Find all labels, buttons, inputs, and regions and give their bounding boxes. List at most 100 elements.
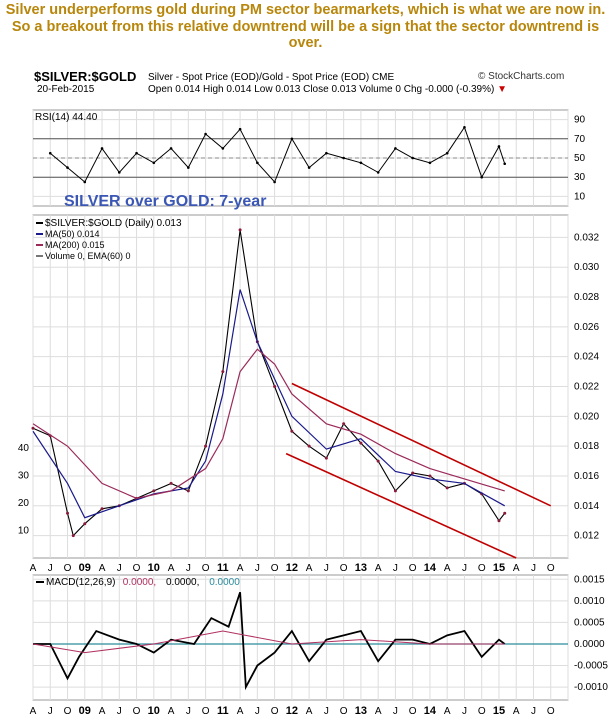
x-tick-label: A	[513, 706, 520, 717]
x-tick-label: A	[168, 706, 175, 717]
x-tick-label: A	[237, 563, 244, 574]
rsi-legend: RSI(14) 44.40	[35, 112, 98, 123]
x-tick-label: A	[444, 563, 451, 574]
channel-upper-line	[291, 382, 552, 507]
price-legend-entry: Volume 0, EMA(60) 0	[45, 251, 131, 261]
rsi-point	[66, 166, 69, 169]
stockcharts-brand: © StockCharts.com	[478, 71, 565, 82]
price-point	[66, 511, 70, 515]
price-point	[411, 471, 415, 475]
x-tick-label: O	[202, 706, 210, 717]
rsi-point	[100, 147, 104, 150]
x-tick-label: J	[393, 706, 398, 717]
x-tick-label: O	[202, 563, 210, 574]
x-tick-label: 09	[79, 705, 91, 717]
rsi-point	[503, 162, 507, 166]
x-tick-label: J	[117, 563, 122, 574]
x-tick-label: J	[255, 563, 260, 574]
x-tick-label: 10	[148, 562, 160, 574]
x-tick-label: 09	[79, 562, 91, 574]
x-tick-label: J	[48, 706, 53, 717]
x-tick-label: 12	[286, 562, 298, 574]
x-tick-label: A	[30, 706, 37, 717]
x-tick-label: 11	[217, 562, 229, 574]
macd-y-tick-label: 0.0000	[574, 639, 605, 650]
price-point	[238, 228, 242, 232]
x-tick-label: J	[393, 563, 398, 574]
change-down-icon: ▼	[497, 84, 508, 95]
macd-legend-entry: 0.0000,	[123, 577, 156, 588]
rsi-line	[49, 126, 506, 183]
x-tick-label: O	[478, 706, 486, 717]
price-y-tick-label: 0.014	[574, 501, 599, 512]
quote-line: Open 0.014 High 0.014 Low 0.013 Close 0.…	[148, 84, 507, 95]
x-tick-label: 14	[424, 562, 437, 574]
x-tick-label: J	[255, 706, 260, 717]
x-tick-label: A	[306, 706, 313, 717]
x-tick-label: A	[30, 563, 37, 574]
rsi-point	[169, 147, 173, 150]
rsi-point	[497, 145, 501, 148]
quote-values: Open 0.014 High 0.014 Low 0.013 Close 0.…	[148, 84, 495, 95]
rsi-point	[83, 180, 87, 184]
price-point	[31, 426, 35, 430]
rsi-point	[290, 137, 294, 141]
rsi-y-tick-label: 50	[574, 153, 586, 164]
volume-tick-label: 30	[18, 471, 30, 482]
x-tick-label: O	[547, 563, 555, 574]
rsi-point	[480, 175, 484, 179]
x-tick-label: A	[99, 706, 106, 717]
x-tick-label: O	[64, 706, 72, 717]
x-tick-label: J	[462, 563, 467, 574]
price-point	[503, 511, 507, 515]
x-tick-label: J	[48, 563, 53, 574]
signal-line	[32, 630, 505, 654]
rsi-y-tick-label: 10	[574, 191, 586, 202]
price-line	[32, 229, 506, 537]
price-y-tick-label: 0.032	[574, 232, 599, 243]
x-tick-label: J	[462, 706, 467, 717]
x-tick-label: 15	[493, 705, 505, 717]
x-tick-label: O	[409, 563, 417, 574]
macd-legend-entry: 0.0000	[209, 577, 240, 588]
macd-line	[33, 591, 506, 691]
price-legend-entry: MA(50) 0.014	[45, 229, 100, 239]
price-y-tick-label: 0.026	[574, 322, 599, 333]
price-point	[186, 489, 190, 493]
chart-annotation: SILVER over GOLD: 7-year	[64, 193, 266, 210]
x-tick-label: J	[186, 563, 191, 574]
x-tick-label: 15	[493, 562, 505, 574]
price-point	[376, 459, 380, 463]
x-tick-label: J	[324, 563, 329, 574]
price-point	[273, 385, 277, 388]
macd-legend-entry: 0.0000,	[166, 577, 199, 588]
volume-tick-label: 20	[18, 498, 30, 509]
rsi-point	[463, 125, 466, 129]
x-tick-label: A	[375, 706, 382, 717]
price-legend-entry: $SILVER:$GOLD (Daily) 0.013	[45, 218, 182, 229]
price-point	[152, 489, 156, 493]
x-tick-label: 13	[355, 705, 367, 717]
price-point	[324, 456, 328, 460]
price-point	[169, 481, 173, 485]
x-tick-label: 10	[148, 705, 160, 717]
rsi-point	[359, 161, 363, 165]
rsi-point	[204, 132, 207, 136]
rsi-point	[445, 151, 449, 155]
x-tick-label: J	[324, 706, 329, 717]
price-point	[342, 422, 346, 426]
rsi-point	[117, 171, 121, 174]
rsi-point	[135, 151, 138, 155]
x-tick-label: O	[64, 563, 72, 574]
price-point	[83, 522, 87, 526]
x-tick-label: O	[340, 563, 348, 574]
price-legend-entry: MA(200) 0.015	[45, 240, 105, 250]
price-y-tick-label: 0.018	[574, 441, 599, 452]
price-point	[497, 519, 501, 523]
rsi-point	[273, 180, 276, 184]
chart-symbol: $SILVER:$GOLD	[34, 69, 137, 84]
x-tick-label: 13	[355, 562, 367, 574]
macd-legend-entry: MACD(12,26,9)	[46, 577, 115, 588]
x-tick-label: O	[271, 706, 279, 717]
ma50-line	[32, 289, 506, 519]
